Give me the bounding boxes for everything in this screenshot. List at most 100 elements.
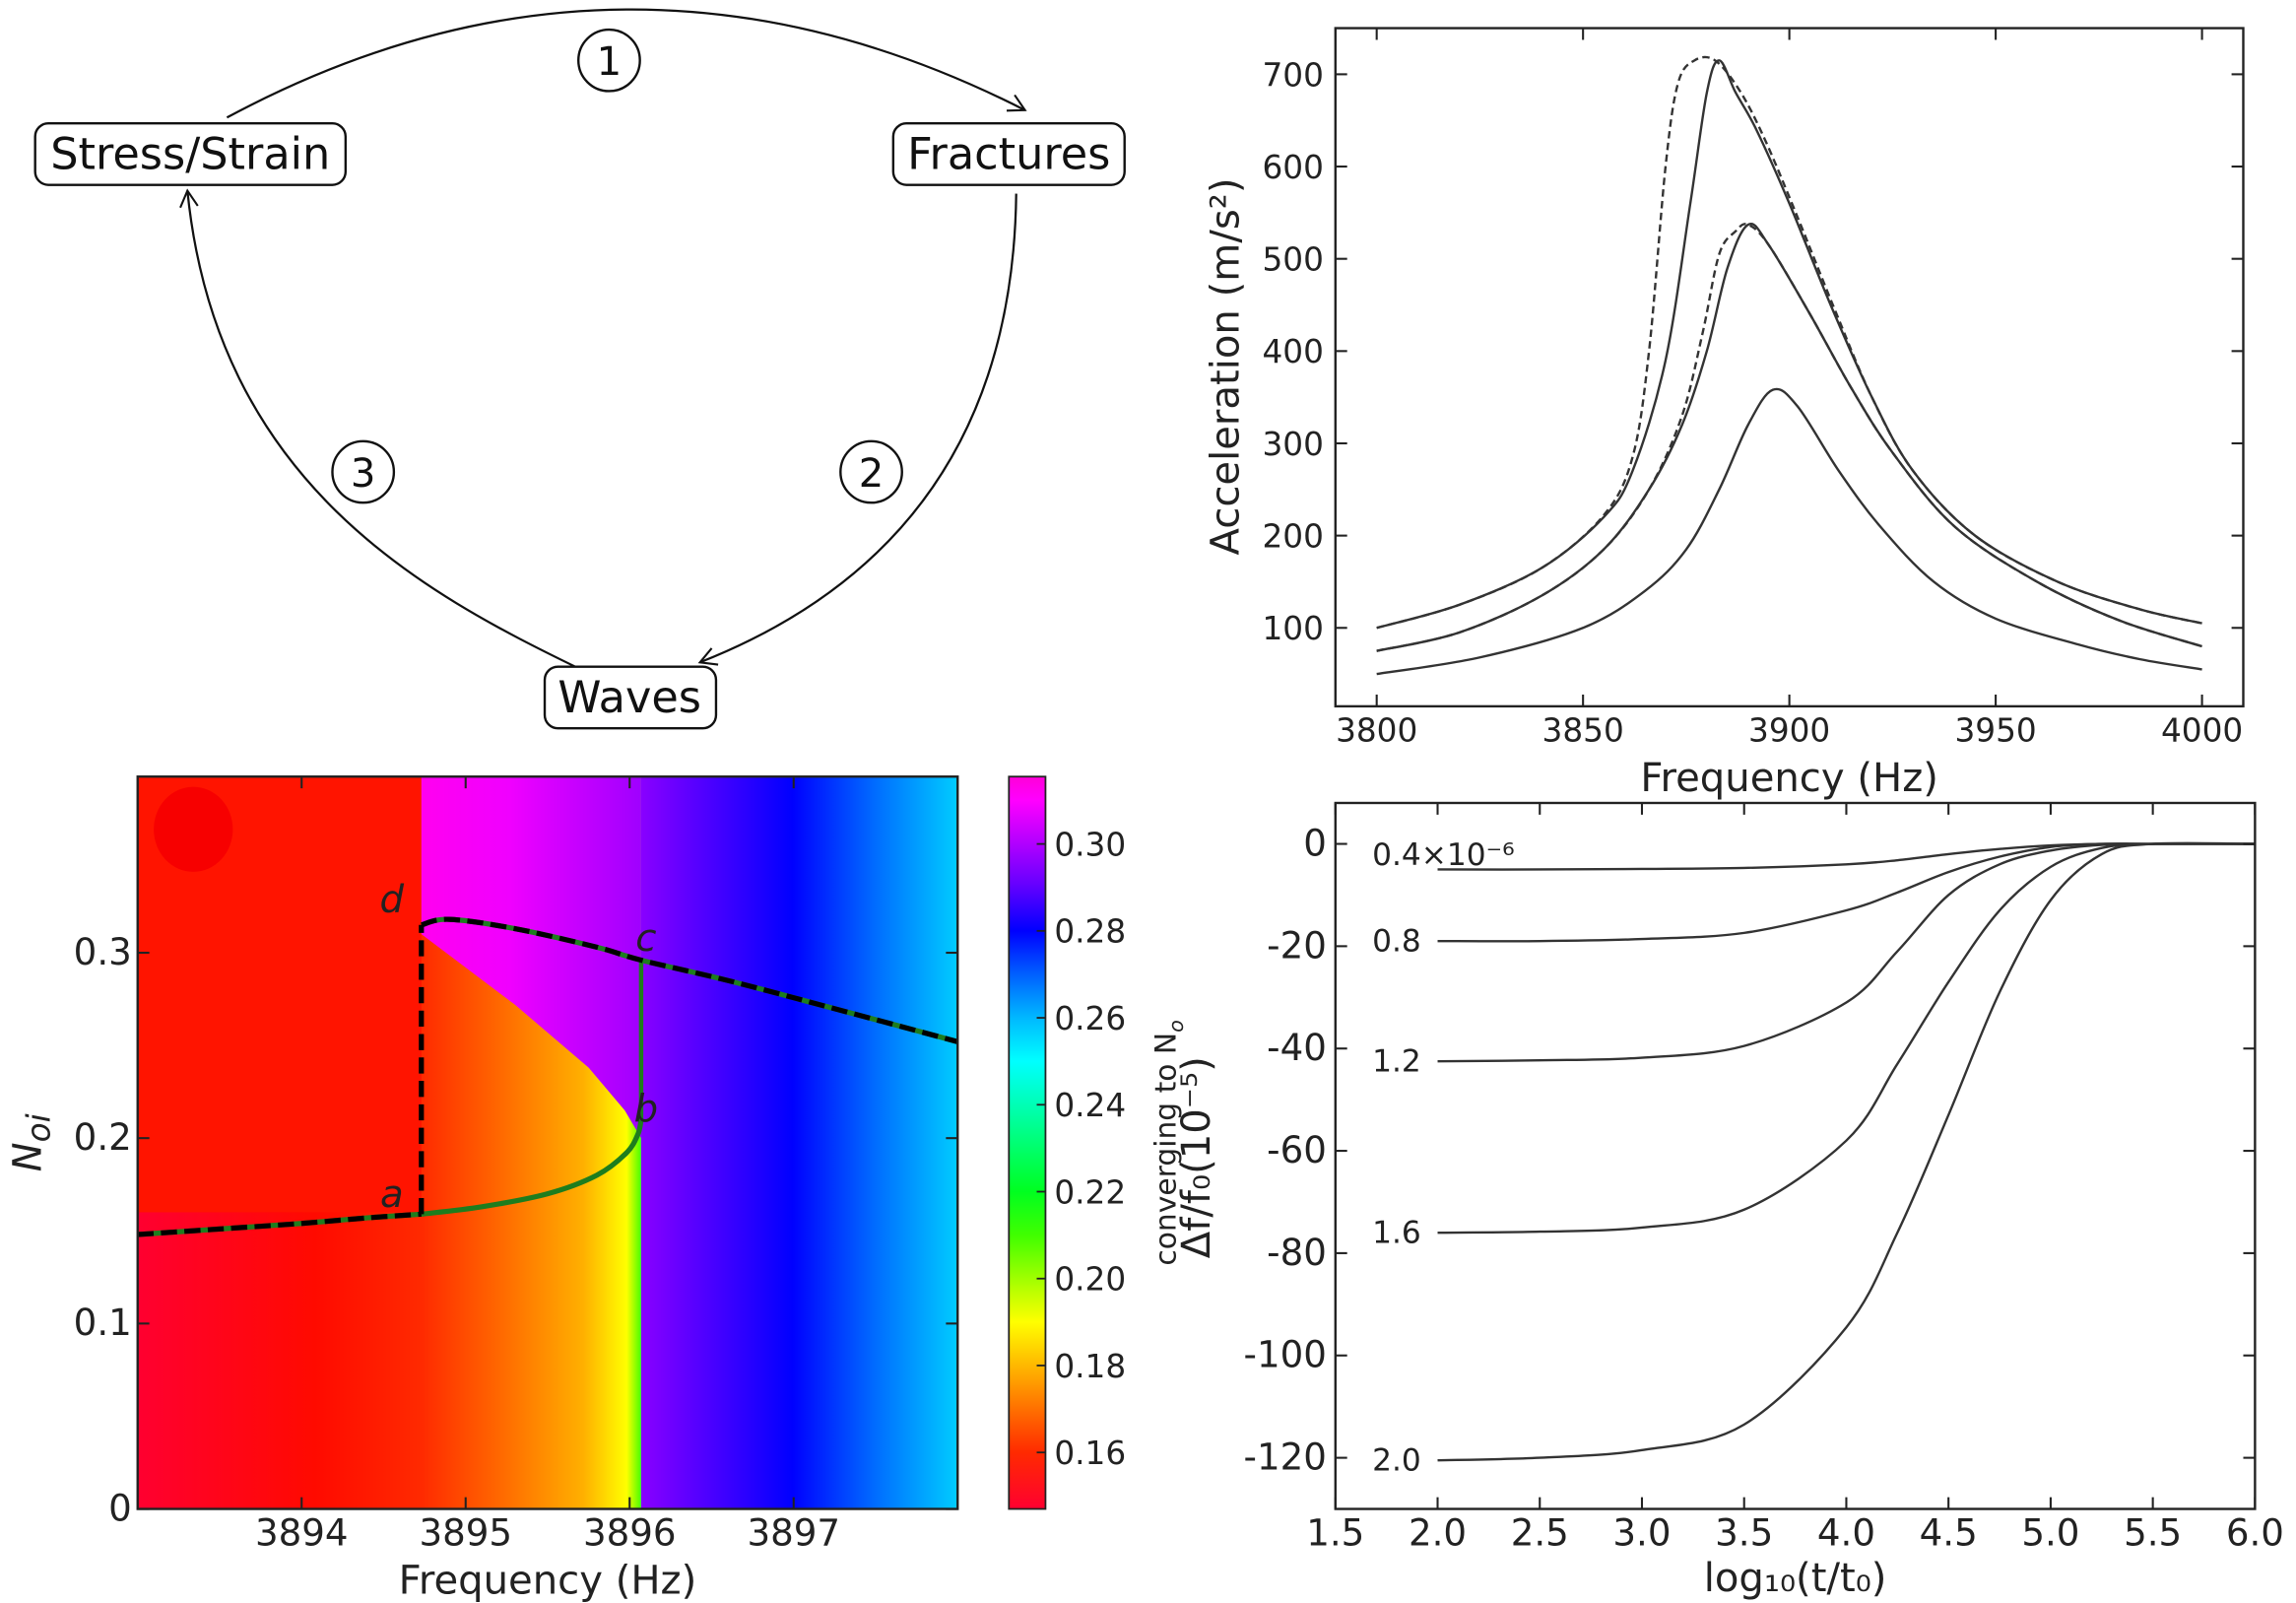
series-line-4 — [1376, 387, 2202, 676]
x-axis-label: Frequency (Hz) — [1640, 756, 1938, 801]
colorbar — [1008, 775, 1047, 1510]
x-tick-label: 5.0 — [2021, 1512, 2079, 1555]
colorbar-tick-label: 0.26 — [1054, 1000, 1126, 1037]
series-line-0 — [1376, 59, 2202, 630]
series-line-0 — [1437, 842, 2256, 871]
x-axis-label: Frequency (Hz) — [399, 1559, 697, 1603]
colorbar-tick-label: 0.24 — [1054, 1087, 1126, 1124]
y-tick-label: 0.2 — [74, 1116, 132, 1159]
series-label: 0.4×10⁻⁶ — [1372, 837, 1514, 873]
node-fractures: Fractures — [891, 122, 1126, 186]
y-tick-label: 600 — [1263, 149, 1324, 186]
arrow-2 — [697, 193, 1017, 666]
series-line-2 — [1437, 842, 2256, 1063]
y-tick-label: 0.1 — [74, 1302, 132, 1344]
y-axis-label-main: N — [6, 1142, 51, 1171]
series-label: 0.8 — [1372, 924, 1421, 960]
cycle-diagram: Stress/Strain Fractures Waves 1 2 3 — [33, 8, 1126, 730]
x-tick-label: 3.0 — [1612, 1512, 1671, 1555]
node-label: Fractures — [907, 128, 1110, 179]
x-tick-label: 3800 — [1336, 712, 1417, 750]
point-label-d: d — [380, 878, 405, 922]
node-label: Stress/Strain — [50, 128, 330, 179]
plot-frame — [136, 775, 959, 1510]
point-label-c: c — [635, 916, 656, 961]
series-line-4 — [1437, 841, 2256, 1462]
x-tick-label: 4.0 — [1817, 1512, 1875, 1555]
colorbar-label: converging to No — [1149, 1020, 1188, 1265]
x-tick-label: 5.5 — [2124, 1512, 2182, 1555]
colorbar-tick-label: 0.16 — [1054, 1435, 1126, 1472]
arrow-3 — [179, 188, 579, 670]
green-nose-curve — [421, 1118, 644, 1217]
step-number: 3 — [351, 451, 376, 497]
y-tick-label: 0 — [1303, 822, 1327, 864]
node-stress-strain: Stress/Strain — [33, 122, 348, 186]
x-tick-label: 3894 — [255, 1512, 349, 1555]
x-tick-label: 3.5 — [1715, 1512, 1773, 1555]
y-tick-label: -20 — [1267, 924, 1327, 967]
point-label-a: a — [380, 1172, 404, 1217]
acceleration-chart: 3800 3850 3900 3950 4000 100 200 300 400 500 600 70… — [1204, 27, 2245, 801]
colorbar-tick-label: 0.20 — [1054, 1261, 1126, 1299]
step-number: 2 — [859, 451, 885, 497]
y-tick-label: 500 — [1263, 241, 1324, 279]
y-tick-label: 300 — [1263, 426, 1324, 463]
x-tick-label: 2.5 — [1511, 1512, 1569, 1555]
y-tick-label: 0.3 — [74, 931, 132, 973]
series-label: 1.2 — [1372, 1044, 1421, 1080]
colorbar-label-sub: o — [1164, 1020, 1188, 1033]
x-tick-label: 4000 — [2161, 712, 2243, 750]
x-tick-label: 3950 — [1955, 712, 2037, 750]
x-tick-label: 6.0 — [2226, 1512, 2284, 1555]
y-tick-label: 700 — [1263, 56, 1324, 94]
x-tick-label: 3850 — [1542, 712, 1624, 750]
y-tick-label: -60 — [1267, 1129, 1327, 1171]
series-line-1 — [1437, 842, 2256, 943]
series-label: 1.6 — [1372, 1216, 1421, 1251]
step-1-badge: 1 — [577, 28, 641, 93]
y-tick-label: 0 — [108, 1487, 132, 1529]
y-tick-label: -120 — [1244, 1436, 1327, 1479]
colorbar-tick-label: 0.22 — [1054, 1173, 1126, 1211]
node-label: Waves — [558, 672, 701, 723]
step-2-badge: 2 — [839, 439, 903, 504]
y-axis-label: Acceleration (m/s²) — [1204, 177, 1249, 555]
heatmap-chart: a d c b 3894 3895 3896 3897 0 0.1 0.2 0.3 Frequency … — [6, 775, 1188, 1603]
step-3-badge: 3 — [331, 439, 396, 504]
y-tick-label: 400 — [1263, 333, 1324, 370]
y-tick-label: -100 — [1244, 1334, 1327, 1376]
dashed-upper-branch — [421, 916, 958, 1044]
y-tick-label: 100 — [1263, 610, 1324, 647]
colorbar-tick-label: 0.30 — [1054, 826, 1126, 863]
step-number: 1 — [597, 39, 623, 85]
x-tick-label: 3895 — [419, 1512, 512, 1555]
plot-frame — [1334, 801, 2257, 1510]
colorbar-label-main: converging to N — [1149, 1033, 1184, 1266]
dashed-lower-branch — [137, 1211, 422, 1237]
heatmap-upper-region — [421, 776, 641, 1139]
series-line-2 — [1376, 223, 2202, 652]
heatmap-spot — [154, 786, 233, 872]
x-tick-label: 3900 — [1748, 712, 1830, 750]
colorbar-tick-label: 0.18 — [1054, 1348, 1126, 1385]
x-tick-label: 3897 — [747, 1512, 840, 1555]
colorbar-tick-label: 0.28 — [1054, 913, 1126, 951]
frequency-shift-chart: 0.4×10⁻⁶0.81.21.62.01.5 2.0 2.5 3.0 3.5 4.0 4.… — [1174, 801, 2284, 1601]
y-axis-label: Noi — [6, 1113, 58, 1171]
x-tick-label: 1.5 — [1306, 1512, 1364, 1555]
x-tick-label: 3896 — [583, 1512, 677, 1555]
plot-frame — [1334, 27, 2245, 708]
y-axis-label: Δf/f₀(10⁻⁵) — [1174, 1056, 1219, 1258]
point-label-b: b — [634, 1087, 659, 1131]
series-line-3 — [1437, 842, 2256, 1235]
y-tick-label: -40 — [1267, 1027, 1327, 1069]
x-tick-label: 2.0 — [1409, 1512, 1467, 1555]
heatmap-right-region — [640, 776, 958, 1509]
series-line-3 — [1376, 223, 2202, 652]
arrow-1 — [226, 8, 1027, 119]
series-line-1 — [1376, 55, 2202, 630]
y-axis-label-sub: oi — [21, 1113, 58, 1142]
y-tick-label: -80 — [1267, 1232, 1327, 1274]
